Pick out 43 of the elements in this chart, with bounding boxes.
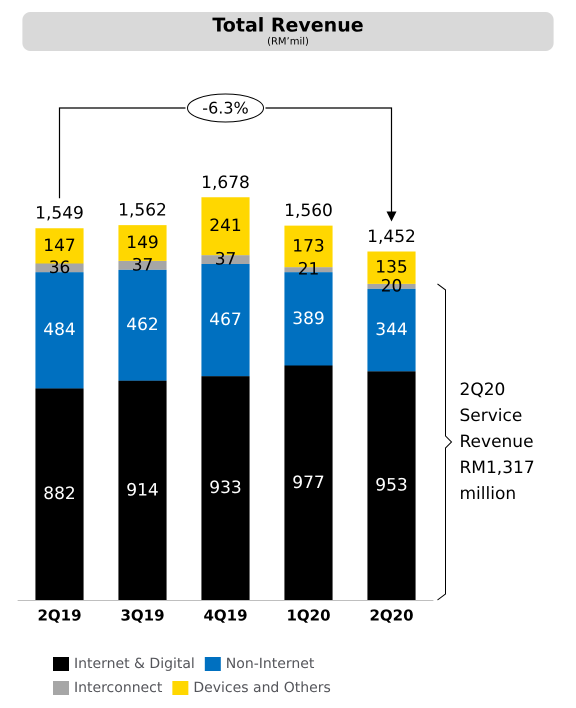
chart-subtitle: (RM’mil) — [267, 36, 310, 48]
data-label: 914 — [126, 480, 159, 500]
data-label: 36 — [48, 258, 70, 278]
bar — [201, 264, 250, 376]
legend-label: Non-Internet — [226, 656, 315, 672]
x-tick-label: 2Q20 — [369, 606, 414, 624]
data-label: 977 — [292, 472, 325, 493]
legend-label: Devices and Others — [193, 680, 331, 696]
data-label: 467 — [209, 310, 242, 330]
data-label: 882 — [43, 484, 76, 504]
bar — [35, 272, 84, 388]
chart-title: Total Revenue — [212, 14, 364, 36]
data-label: 241 — [209, 216, 242, 236]
x-tick-label: 4Q19 — [203, 606, 248, 624]
bar — [35, 388, 84, 600]
text: -6.3% — [202, 98, 249, 118]
data-label: 484 — [43, 320, 76, 340]
data-label: 135 — [375, 258, 408, 278]
data-label: 37 — [132, 255, 154, 276]
data-label: 173 — [292, 236, 325, 256]
data-label: 389 — [292, 308, 325, 329]
bar — [118, 380, 167, 600]
total-label: 1,562 — [118, 200, 167, 221]
bar — [284, 366, 333, 600]
x-tick-label: 3Q19 — [120, 606, 165, 624]
total-label: 1,452 — [367, 227, 416, 248]
bar — [201, 376, 250, 600]
total-label: 1,678 — [201, 172, 250, 193]
data-label: 149 — [126, 233, 159, 253]
legend-label: Internet & Digital — [74, 656, 195, 672]
total-label: 1,549 — [35, 204, 84, 224]
legend-label: Interconnect — [74, 680, 163, 696]
data-label: 953 — [375, 476, 408, 496]
bar — [367, 371, 416, 600]
x-tick-label: 1Q20 — [286, 606, 331, 624]
data-label: 344 — [375, 320, 408, 340]
data-label: 933 — [209, 478, 242, 498]
x-tick-label: 2Q19 — [37, 606, 82, 624]
data-label: 462 — [126, 315, 159, 336]
data-label: 147 — [43, 236, 76, 256]
total-label: 1,560 — [284, 201, 333, 222]
text: 2Q20 Service Revenue RM1,317 million — [460, 380, 535, 504]
bar — [118, 270, 167, 381]
